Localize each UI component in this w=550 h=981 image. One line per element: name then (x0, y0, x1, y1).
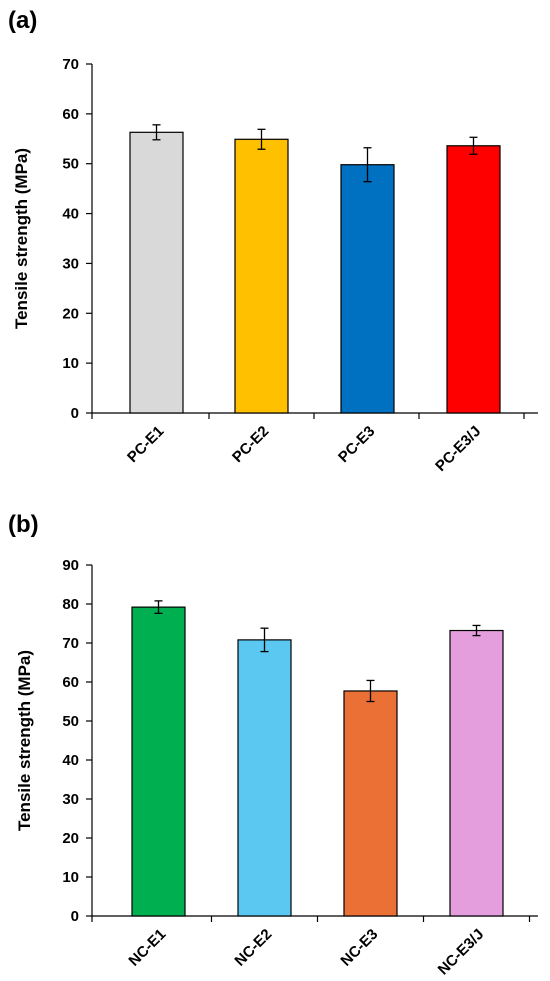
y-tick-label: 10 (62, 869, 79, 886)
category-label: PC-E1 (124, 423, 167, 466)
y-tick-label: 40 (62, 752, 79, 769)
y-tick-label: 70 (62, 635, 79, 652)
y-axis-title: Tensile strength (MPa) (15, 650, 34, 831)
category-label: PC-E2 (229, 423, 272, 466)
category-label: NC-E3/J (435, 926, 488, 979)
y-tick-label: 50 (62, 156, 79, 173)
y-tick-label: 30 (62, 255, 79, 272)
y-tick-label: 30 (62, 791, 79, 808)
y-tick-label: 40 (62, 206, 79, 223)
category-label: PC-E3 (335, 423, 378, 466)
y-tick-label: 20 (62, 305, 79, 322)
bar-nc-e1 (131, 606, 186, 917)
y-tick-label: 0 (71, 908, 79, 925)
y-tick-label: 60 (62, 106, 79, 123)
category-label: NC-E2 (231, 926, 275, 970)
bar-pc-e3 (340, 164, 395, 414)
panel-label: (b) (8, 511, 39, 538)
y-tick-label: 10 (62, 355, 79, 372)
y-tick-label: 0 (71, 405, 79, 422)
y-tick-label: 50 (62, 713, 79, 730)
category-label: NC-E1 (125, 926, 169, 970)
y-tick-label: 70 (62, 56, 79, 73)
bar-nc-e3-j (449, 629, 504, 917)
category-label: PC-E3/J (432, 423, 484, 475)
y-tick-label: 80 (62, 596, 79, 613)
chart-panel-a: (a) Tensile strength (MPa) 0 10 20 30 40 50 60 70… (8, 7, 538, 475)
category-label: NC-E3 (337, 926, 381, 970)
y-tick-label: 60 (62, 674, 79, 691)
y-tick-label: 90 (62, 557, 79, 574)
chart-panel-b: (b) Tensile strength (MPa) 0 10 20 30 40 50 60 70… (8, 511, 538, 979)
y-tick-label: 20 (62, 830, 79, 847)
panel-label: (a) (8, 7, 37, 34)
bar-pc-e3-j (446, 145, 501, 414)
bar-nc-e2 (237, 639, 292, 917)
bar-pc-e2 (234, 138, 289, 414)
bar-pc-e1 (129, 131, 184, 414)
y-axis-title: Tensile strength (MPa) (12, 148, 31, 329)
bar-nc-e3 (343, 690, 398, 917)
